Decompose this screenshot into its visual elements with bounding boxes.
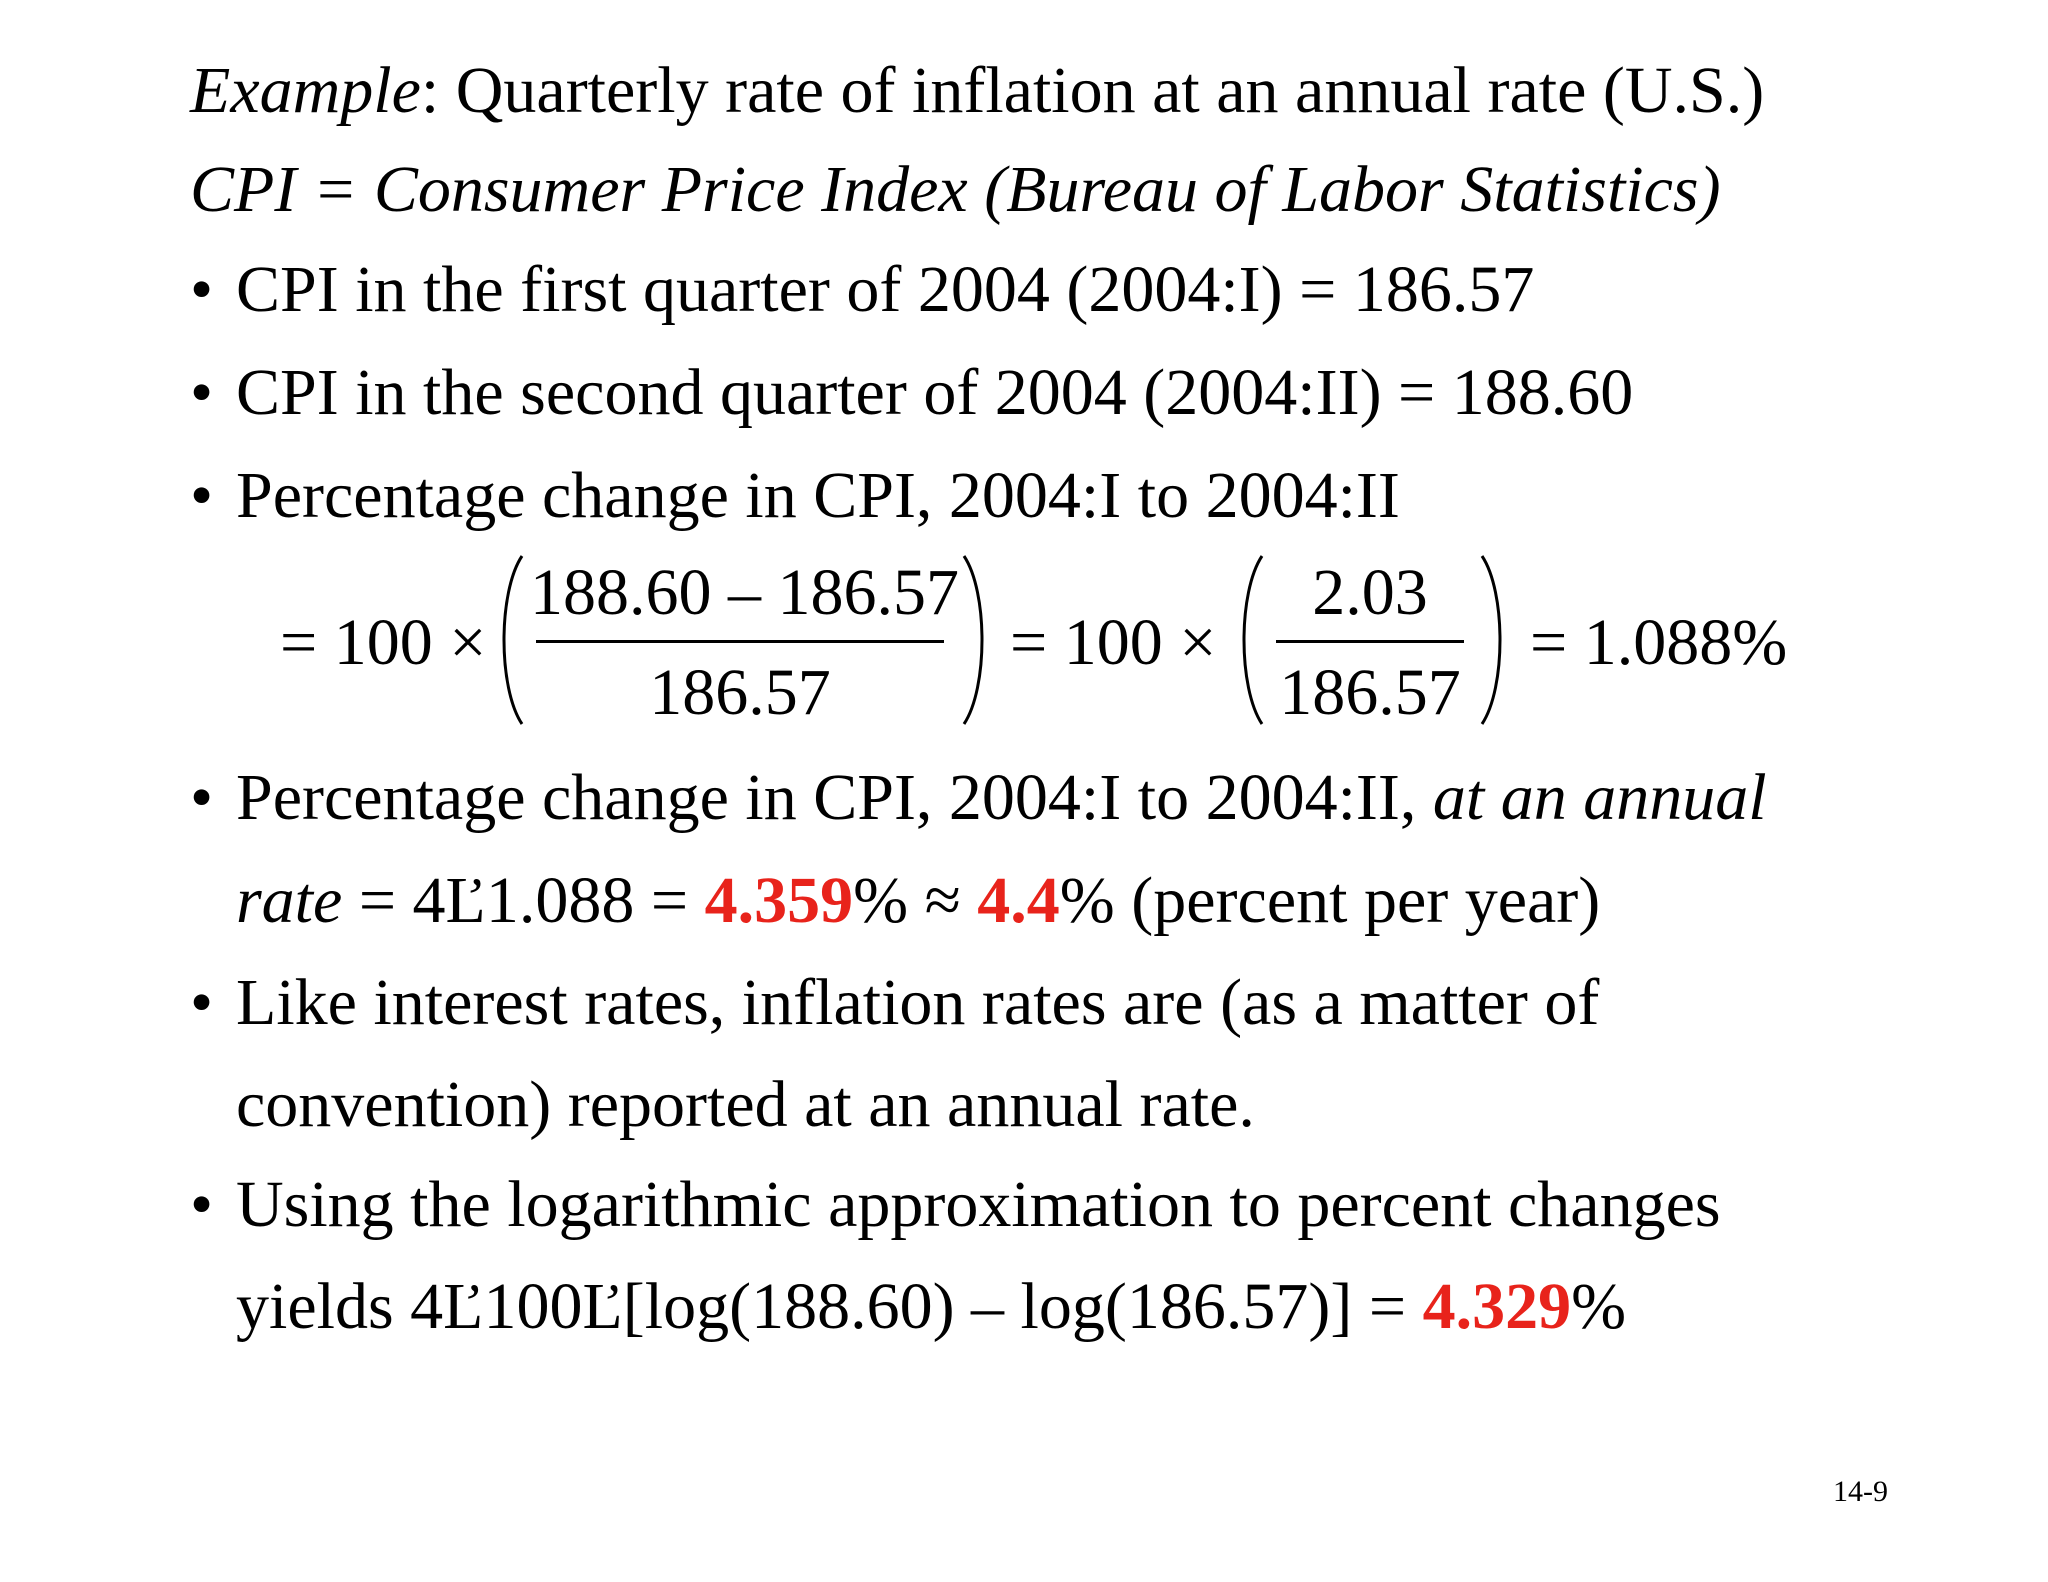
bullet-text: Percentage change in CPI, 2004:I to 2004… xyxy=(236,459,1400,532)
bullet-text: Using the logarithmic approximation to p… xyxy=(236,1168,1721,1241)
bullet-icon: • xyxy=(190,1168,214,1241)
fraction1-numerator: 188.60 – 186.57 xyxy=(530,556,959,629)
bullet-text: Like interest rates, inflation rates are… xyxy=(236,966,1600,1039)
bullet-item: • CPI in the second quarter of 2004 (2004… xyxy=(190,360,1633,426)
fraction1-bar xyxy=(536,640,944,643)
fraction2-bar xyxy=(1276,640,1464,643)
rate-end: % (percent per year) xyxy=(1059,864,1601,937)
left-paren-icon xyxy=(1242,555,1264,725)
highlight-value: 4.329 xyxy=(1422,1270,1572,1343)
page-number: 14-9 xyxy=(1833,1475,1888,1508)
fraction1-denominator: 186.57 xyxy=(649,656,831,729)
bullet-icon: • xyxy=(190,761,214,834)
log-calc-end: % xyxy=(1571,1270,1627,1343)
bullet-item: • Percentage change in CPI, 2004:I to 200… xyxy=(190,765,1767,831)
fraction2-denominator: 186.57 xyxy=(1279,656,1461,729)
log-calc: yields 4Ľ100Ľ[log(188.60) – log(186.57)]… xyxy=(236,1270,1423,1343)
bullet-continuation: yields 4Ľ100Ľ[log(188.60) – log(186.57)]… xyxy=(236,1274,1626,1340)
example-label: Example xyxy=(190,54,421,127)
slide-subtitle: CPI = Consumer Price Index (Bureau of La… xyxy=(190,153,1721,226)
right-paren-icon xyxy=(962,555,984,725)
bullet-item: • Like interest rates, inflation rates ar… xyxy=(190,970,1599,1036)
bullet-item: • Using the logarithmic approximation to … xyxy=(190,1172,1721,1238)
bullet-icon: • xyxy=(190,459,214,532)
bullet-text: CPI in the second quarter of 2004 (2004:… xyxy=(236,356,1634,429)
left-paren-icon xyxy=(502,555,524,725)
rate-mid: % ≈ xyxy=(853,864,978,937)
bullet-icon: • xyxy=(190,966,214,1039)
bullet-text: Percentage change in CPI, 2004:I to 2004… xyxy=(236,761,1417,834)
bullet-item: • CPI in the first quarter of 2004 (2004:… xyxy=(190,257,1534,323)
bullet-continuation: convention) reported at an annual rate. xyxy=(236,1068,1255,1141)
title-text: : Quarterly rate of inflation at an annu… xyxy=(420,54,1765,127)
bullet-text: CPI in the first quarter of 2004 (2004:I… xyxy=(236,253,1535,326)
bullet-icon: • xyxy=(190,253,214,326)
bullet-item: • Percentage change in CPI, 2004:I to 200… xyxy=(190,463,1400,529)
rate-label: rate xyxy=(236,864,343,937)
bullet-text-italic: at an annual xyxy=(1432,761,1767,834)
fraction2-numerator: 2.03 xyxy=(1312,556,1428,629)
bullet-icon: • xyxy=(190,356,214,429)
equation-mid: = 100 × xyxy=(1010,606,1217,679)
slide-title: Example: Quarterly rate of inflation at … xyxy=(190,58,1764,124)
equation-result: = 1.088% xyxy=(1530,606,1788,679)
rate-calc: = 4Ľ1.088 = xyxy=(342,864,705,937)
equation-lhs: = 100 × xyxy=(280,606,487,679)
percentage-change-equation: = 100 × 188.60 – 186.57 186.57 = 100 × 2… xyxy=(280,552,1787,732)
highlight-value: 4.4 xyxy=(977,864,1060,937)
right-paren-icon xyxy=(1480,555,1502,725)
bullet-continuation: rate = 4Ľ1.088 = 4.359% ≈ 4.4% (percent … xyxy=(236,868,1600,934)
highlight-value: 4.359 xyxy=(704,864,854,937)
